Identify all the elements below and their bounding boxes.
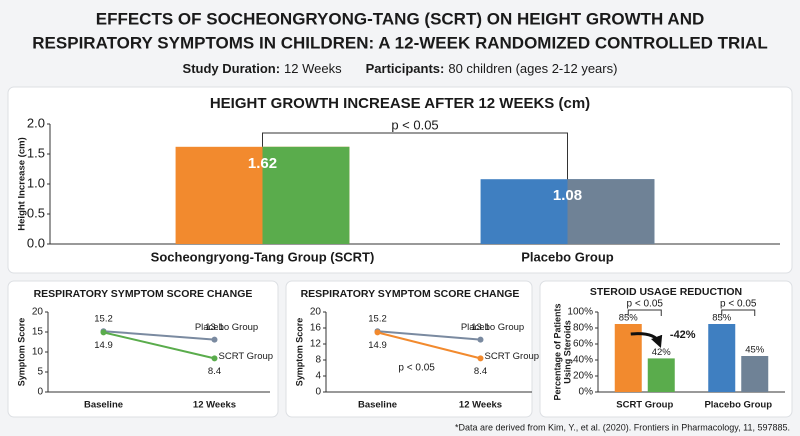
y-tick-label: 2.0	[27, 115, 45, 130]
y-tick-label: 4	[315, 371, 321, 382]
duration-value: 12 Weeks	[284, 61, 342, 76]
x-tick-label: 12 Weeks	[193, 400, 236, 411]
bar	[708, 324, 736, 392]
annotation: p < 0.05	[627, 299, 664, 310]
value-label: 14.9	[368, 340, 387, 351]
value-label: 15.2	[368, 314, 387, 325]
y-tick-label: 80%	[573, 323, 593, 334]
bracket	[721, 309, 756, 316]
y-tick-label: 20%	[573, 371, 593, 382]
annotation: p < 0.05	[720, 299, 757, 310]
value-label: 85%	[619, 313, 639, 324]
value-label: 13.1	[205, 322, 224, 333]
chart-title: HEIGHT GROWTH INCREASE AFTER 12 WEEKS (c…	[210, 95, 590, 112]
value-label: 8.4	[474, 366, 487, 377]
participants-value: 80 children (ages 2-12 years)	[448, 61, 617, 76]
point	[477, 336, 484, 343]
series-label: Placebo Group	[461, 322, 524, 333]
point	[211, 355, 218, 362]
bar-shade	[567, 179, 655, 244]
value-label: 13.1	[471, 322, 490, 333]
value-label: 14.9	[94, 340, 113, 351]
y-tick-label: 0.5	[27, 205, 45, 220]
duration-label: Study Duration:	[183, 61, 281, 76]
value-label: 8.4	[208, 366, 221, 377]
series-line	[103, 330, 215, 341]
x-tick-label: Socheongryong-Tang Group (SCRT)	[151, 249, 375, 264]
chart-title: RESPIRATORY SYMPTOM SCORE CHANGE	[301, 288, 520, 300]
value-label: 1.62	[248, 155, 277, 172]
bar	[647, 358, 675, 392]
value-label: 1.08	[553, 187, 582, 204]
y-tick-label: 20	[310, 307, 322, 318]
y-tick-label: 10	[32, 347, 44, 358]
x-tick-label: 12 Weeks	[459, 400, 502, 411]
panel	[7, 86, 793, 274]
y-tick-label: 0	[315, 387, 321, 398]
y-axis-label: Percentage of Patients	[552, 303, 562, 400]
x-tick-label: Baseline	[84, 400, 123, 411]
point	[374, 329, 381, 336]
title-line: EFFECTS OF SOCHEONGRYONG-TANG (SCRT) ON …	[96, 9, 705, 28]
value-label: 15.2	[94, 314, 113, 325]
y-tick-label: 15	[32, 327, 44, 338]
bar	[614, 324, 642, 392]
y-tick-label: 0	[37, 387, 43, 398]
x-tick-label: Placebo Group	[704, 400, 772, 411]
bracket	[627, 309, 662, 316]
series-line	[377, 331, 481, 360]
y-tick-label: 1.5	[27, 145, 45, 160]
title-line: RESPIRATORY SYMPTOMS IN CHILDREN: A 12-W…	[32, 33, 767, 52]
series-line	[103, 331, 215, 360]
footnote: *Data are derived from Kim, Y., et al. (…	[455, 422, 790, 432]
y-tick-label: 12	[310, 339, 322, 350]
chart-title: RESPIRATORY SYMPTOM SCORE CHANGE	[34, 288, 253, 300]
point	[100, 329, 107, 336]
y-axis-label: Using Steroids	[562, 320, 572, 384]
y-axis-label: Symptom Score	[16, 318, 26, 387]
panel	[285, 280, 533, 418]
series-line	[377, 330, 481, 341]
x-tick-label: SCRT Group	[616, 400, 673, 411]
y-tick-label: 16	[310, 323, 322, 334]
y-tick-label: 0%	[579, 387, 594, 398]
series-label: Placebo Group	[195, 322, 258, 333]
y-tick-label: 20	[32, 307, 44, 318]
value-label: 42%	[652, 347, 672, 358]
value-label: 45%	[745, 345, 765, 356]
value-label: 85%	[712, 313, 732, 324]
y-axis-label: Symptom Score	[294, 318, 304, 387]
bracket	[262, 132, 568, 180]
series-label: SCRT Group	[485, 351, 540, 362]
y-tick-label: 5	[37, 367, 43, 378]
point	[477, 355, 484, 362]
study-info: Study Duration: 12 Weeks Participants: 80 c…	[183, 61, 618, 76]
annotation: p < 0.05	[398, 363, 435, 374]
y-tick-label: 8	[315, 355, 321, 366]
x-tick-label: Baseline	[358, 400, 397, 411]
panel	[7, 280, 279, 418]
chart-title: STEROID USAGE REDUCTION	[590, 286, 742, 298]
y-tick-label: 1.0	[27, 175, 45, 190]
y-tick-label: 100%	[567, 307, 593, 318]
arrow	[630, 332, 663, 348]
y-tick-label: 0.0	[27, 235, 45, 250]
y-axis-label: Height Increase (cm)	[17, 137, 28, 230]
annotation: p < 0.05	[391, 117, 438, 132]
bar-shade	[262, 146, 350, 244]
y-tick-label: 60%	[573, 339, 593, 350]
y-tick-label: 40%	[573, 355, 593, 366]
series-label: SCRT Group	[219, 351, 274, 362]
annotation: -42%	[670, 329, 696, 341]
bar	[741, 356, 769, 392]
point	[211, 336, 218, 343]
participants-label: Participants:	[366, 61, 445, 76]
x-tick-label: Placebo Group	[521, 249, 614, 264]
